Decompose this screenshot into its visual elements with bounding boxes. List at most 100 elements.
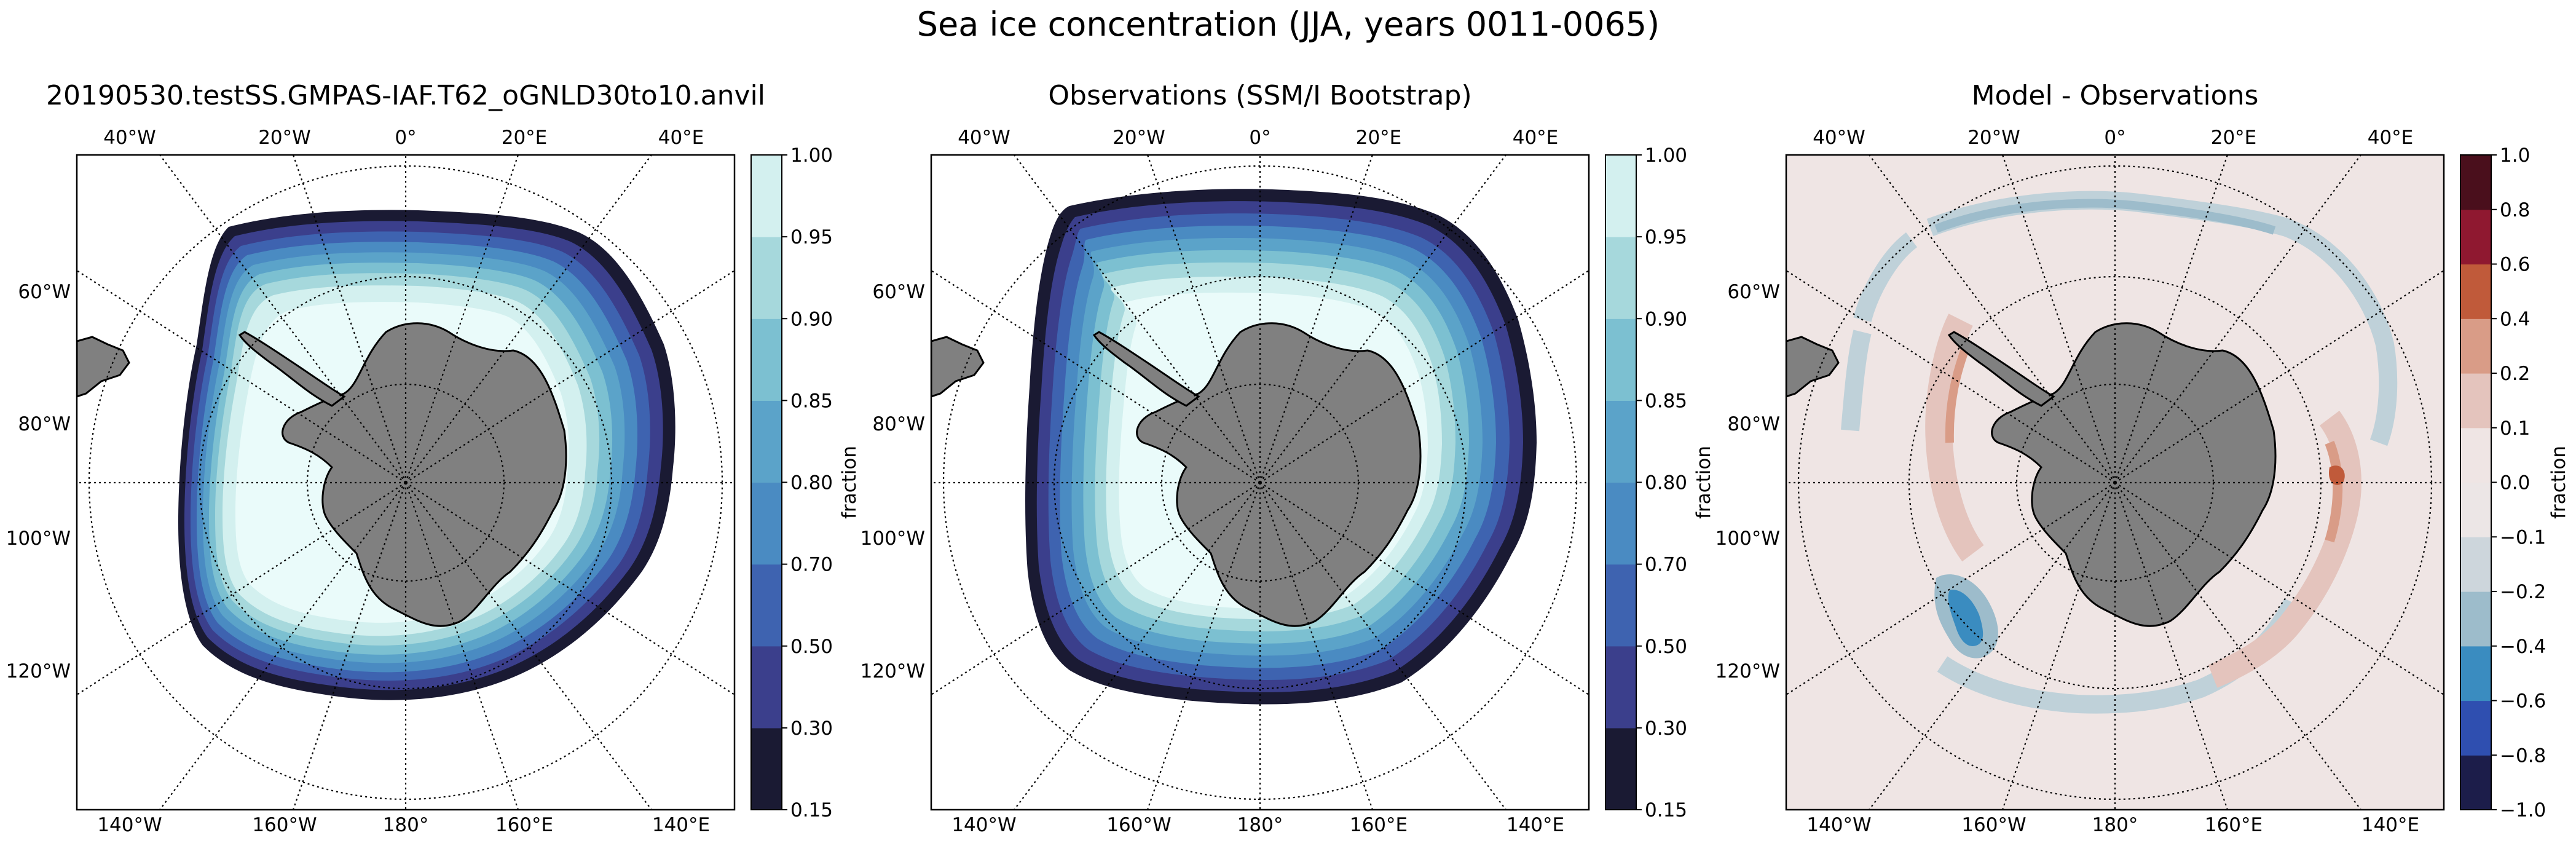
diff-positive-band xyxy=(2208,411,2361,688)
panel-model: 20190530.testSS.GMPAS-IAF.T62_oGNLD30to1… xyxy=(6,80,861,836)
colorbar-tick-label: 0.90 xyxy=(790,308,833,330)
lon-tick-label: 140°W xyxy=(97,814,162,836)
graticule xyxy=(1786,155,2444,810)
lon-tick-label: 0° xyxy=(395,127,416,149)
lon-tick-label: 160°E xyxy=(1350,814,1408,836)
lon-tick-label: 100°W xyxy=(861,528,925,550)
colorbar-segment xyxy=(1605,155,1636,237)
antarctic-peninsula xyxy=(238,331,346,407)
colorbar-segment xyxy=(2460,318,2491,374)
colorbar-segment xyxy=(751,727,782,810)
lon-tick-label: 20°W xyxy=(1113,127,1165,149)
diff-positive-band xyxy=(1925,314,1984,562)
lon-tick-label: 20°W xyxy=(1967,127,2020,149)
plot-frame xyxy=(930,154,1590,811)
antarctic-peninsula xyxy=(1092,331,1200,407)
colorbar-tick-label: 0.15 xyxy=(1645,799,1687,821)
colorbar-label: fraction xyxy=(2548,446,2570,519)
colorbar-segment xyxy=(751,646,782,729)
colorbar-segment xyxy=(2460,646,2491,702)
lon-tick-label: 180° xyxy=(383,814,429,836)
colorbar-tick-label: 0.1 xyxy=(2500,417,2530,440)
bottom-lon-labels: 140°W 160°W 180° 160°E 140°E xyxy=(1806,814,2419,836)
colorbar-tick-label: −1.0 xyxy=(2500,799,2546,821)
lon-tick-label: 160°E xyxy=(495,814,553,836)
colorbar-label: fraction xyxy=(838,446,861,519)
lon-tick-label: 140°W xyxy=(1806,814,1871,836)
colorbar-segment xyxy=(1605,318,1636,401)
lon-tick-label: 40°E xyxy=(658,127,704,149)
colorbar-segment xyxy=(2460,264,2491,319)
colorbar-segment xyxy=(2460,755,2491,810)
south-america-tip xyxy=(77,336,130,398)
colorbar-tick-label: 0.85 xyxy=(1645,390,1687,412)
lon-tick-label: 20°E xyxy=(502,127,548,149)
colorbar: 0.15 0.30 0.50 0.70 0.80 0.85 0.90 0.95 1.00 frac… xyxy=(1605,144,1715,821)
colorbar-segment xyxy=(1605,646,1636,729)
colorbar-tick-label: 0.95 xyxy=(790,226,833,248)
left-lon-labels: 60°W 80°W 100°W 120°W xyxy=(861,281,925,682)
plot-frame xyxy=(1785,154,2445,811)
lon-tick-label: 140°E xyxy=(652,814,710,836)
lon-tick-label: 140°W xyxy=(951,814,1016,836)
lon-tick-label: 60°W xyxy=(1727,281,1780,303)
colorbar-tick-label: 0.85 xyxy=(790,390,833,412)
lon-tick-label: 160°W xyxy=(1106,814,1171,836)
bottom-lon-labels: 140°W 160°W 180° 160°E 140°E xyxy=(97,814,710,836)
panel-observations: Observations (SSM/I Bootstrap) xyxy=(861,80,1715,836)
lon-tick-label: 40°E xyxy=(1513,127,1559,149)
lon-tick-label: 60°W xyxy=(18,281,71,303)
plot-frame xyxy=(76,154,736,811)
colorbar-segment xyxy=(1605,482,1636,565)
colorbar-segment xyxy=(1605,237,1636,319)
colorbar-tick-label: 0.6 xyxy=(2500,254,2530,276)
lon-tick-label: 40°W xyxy=(958,127,1010,149)
bottom-lon-labels: 140°W 160°W 180° 160°E 140°E xyxy=(951,814,1564,836)
lon-tick-label: 100°W xyxy=(1715,528,1780,550)
lon-tick-label: 140°E xyxy=(2361,814,2419,836)
top-lon-labels: 40°W 20°W 0° 20°E 40°E xyxy=(1813,127,2413,149)
diff-negative-ring xyxy=(1841,191,2398,714)
diff-negative-region xyxy=(1948,590,1983,646)
colorbar-segment xyxy=(1605,400,1636,483)
lon-tick-label: 40°W xyxy=(1813,127,1865,149)
lon-tick-label: 80°W xyxy=(1727,413,1780,435)
colorbar-tick-label: 0.80 xyxy=(790,472,833,494)
colorbar-tick-label: 1.00 xyxy=(1645,144,1687,167)
colorbar: −1.0 −0.8 −0.6 −0.4 −0.2 −0.1 0.0 0.1 0.2 0.4 0.6 0… xyxy=(2460,144,2570,821)
south-america-tip xyxy=(1786,336,1840,398)
colorbar-segment xyxy=(2460,155,2491,210)
lon-tick-label: 80°W xyxy=(18,413,71,435)
colorbar-segment xyxy=(751,155,782,237)
colorbar-tick-label: 0.70 xyxy=(1645,554,1687,576)
lon-tick-label: 120°W xyxy=(6,660,71,682)
lon-tick-label: 180° xyxy=(2092,814,2138,836)
lon-tick-label: 60°W xyxy=(872,281,925,303)
colorbar-tick-label: 0.50 xyxy=(790,636,833,658)
colorbar-tick-label: 1.00 xyxy=(790,144,833,167)
colorbar-tick-label: 0.70 xyxy=(790,554,833,576)
lon-tick-label: 160°W xyxy=(252,814,317,836)
colorbar-segment xyxy=(751,237,782,319)
colorbar-tick-label: 0.8 xyxy=(2500,199,2530,221)
panel-title: Observations (SSM/I Bootstrap) xyxy=(1048,80,1471,111)
lon-tick-label: 120°W xyxy=(1715,660,1780,682)
colorbar-segment xyxy=(2460,373,2491,429)
colorbar-tick-label: −0.1 xyxy=(2500,526,2546,548)
lon-tick-label: 20°W xyxy=(258,127,311,149)
colorbar-segment xyxy=(751,564,782,647)
colorbar-tick-label: 0.30 xyxy=(790,718,833,740)
lon-tick-label: 120°W xyxy=(861,660,925,682)
lon-tick-label: 0° xyxy=(2104,127,2125,149)
colorbar-tick-label: 0.95 xyxy=(1645,226,1687,248)
lon-tick-label: 80°W xyxy=(872,413,925,435)
colorbar-tick-label: −0.6 xyxy=(2500,690,2546,713)
left-lon-labels: 60°W 80°W 100°W 120°W xyxy=(6,281,71,682)
colorbar-segment xyxy=(751,400,782,483)
lon-tick-label: 160°W xyxy=(1961,814,2026,836)
colorbar-segment xyxy=(2460,427,2491,483)
diff-negative-ring xyxy=(1934,199,2276,235)
colorbar-segment xyxy=(751,318,782,401)
graticule xyxy=(77,155,735,810)
